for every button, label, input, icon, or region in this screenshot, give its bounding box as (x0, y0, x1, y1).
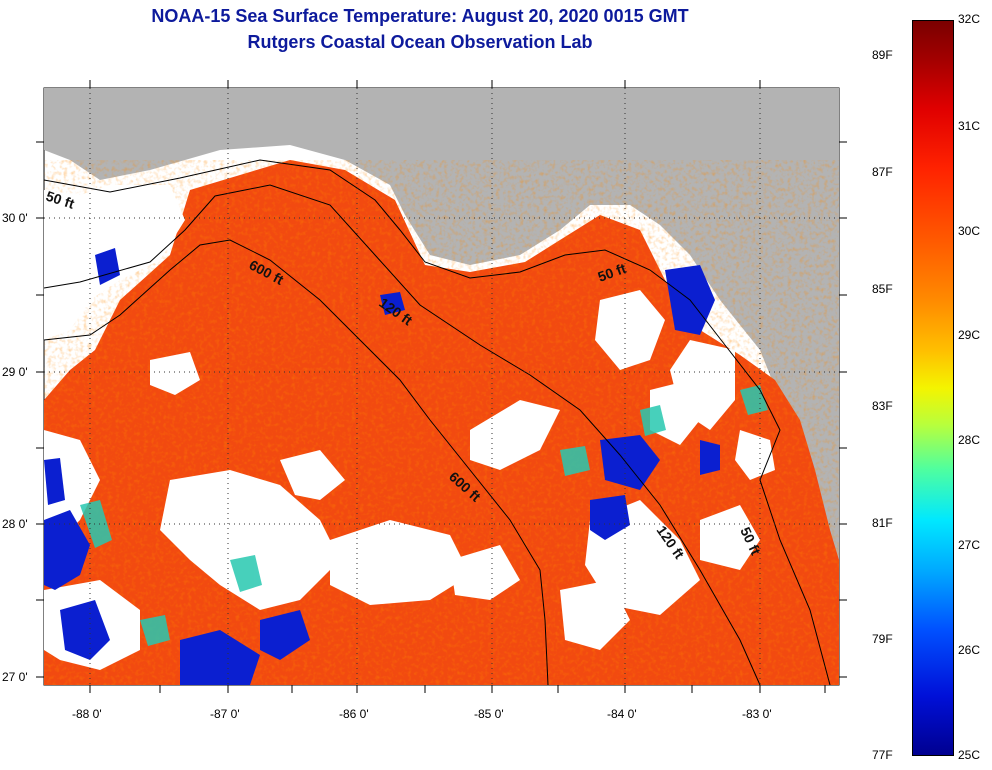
contour-120ft (43, 184, 761, 686)
colorbar-fahrenheit-label: 89F (872, 48, 893, 62)
cool-water-region (44, 248, 720, 685)
colorbar-celsius-label: 32C (958, 12, 981, 26)
lon-label: -84 0' (607, 707, 637, 721)
colorbar-fahrenheit-label: 85F (872, 282, 893, 296)
lon-label: -88 0' (72, 707, 102, 721)
contour-50ft (43, 159, 831, 686)
colorbar-celsius-label: 25C (958, 748, 981, 762)
chart-title: NOAA-15 Sea Surface Temperature: August … (151, 6, 689, 26)
cloud-mask (44, 185, 775, 670)
lon-label: -86 0' (339, 707, 369, 721)
colorbar-fahrenheit-label: 81F (872, 516, 893, 530)
colorbar-celsius-label: 28C (958, 433, 981, 447)
chart-subtitle: Rutgers Coastal Ocean Observation Lab (247, 32, 593, 52)
colorbar-fahrenheit-label: 79F (872, 632, 893, 646)
colorbar-celsius-label: 27C (958, 538, 981, 552)
colorbar-fahrenheit-label: 77F (872, 748, 893, 762)
lat-label: 28 0' (2, 517, 28, 531)
lon-label: -83 0' (742, 707, 772, 721)
colorbar-celsius-label: 26C (958, 643, 981, 657)
lat-label: 27 0' (2, 670, 28, 684)
lat-label: 29 0' (2, 365, 28, 379)
colorbar-celsius-label: 29C (958, 328, 981, 342)
lon-label: -85 0' (474, 707, 504, 721)
contour-600ft (43, 239, 549, 686)
sst-map: 50 ft 600 ft 120 ft 50 ft 600 ft 120 ft … (2, 80, 847, 721)
temperature-colorbar (912, 20, 954, 756)
colorbar-fahrenheit-label: 87F (872, 165, 893, 179)
colorbar-celsius-label: 30C (958, 224, 981, 238)
land-area (44, 88, 839, 560)
colorbar-fahrenheit-label: 83F (872, 399, 893, 413)
transition-water (80, 385, 768, 646)
lat-label: 30 0' (2, 211, 28, 225)
lon-label: -87 0' (210, 707, 240, 721)
depth-contours (43, 159, 831, 686)
colorbar-celsius-label: 31C (958, 119, 981, 133)
axis-ticks (36, 80, 847, 693)
